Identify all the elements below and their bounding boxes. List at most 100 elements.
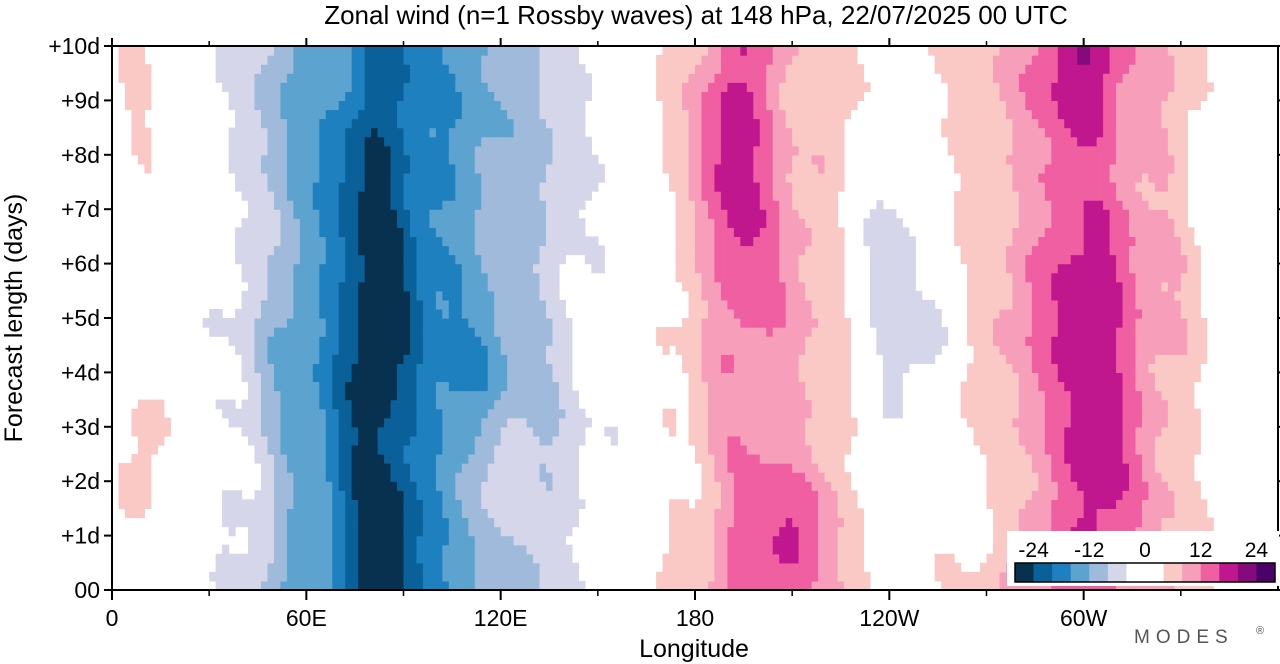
- field-cell: [494, 435, 502, 446]
- field-cell: [487, 381, 495, 392]
- field-cell: [1135, 318, 1143, 328]
- field-cell: [1018, 399, 1026, 410]
- field-cell: [513, 544, 521, 555]
- field-cell: [818, 336, 826, 346]
- field-cell: [325, 535, 333, 546]
- field-cell: [409, 417, 418, 428]
- field-cell: [422, 426, 431, 437]
- field-cell: [928, 336, 936, 346]
- field-cell: [435, 308, 443, 319]
- field-cell: [384, 363, 392, 373]
- field-cell: [461, 562, 469, 573]
- field-cell: [293, 544, 301, 555]
- field-cell: [565, 327, 573, 337]
- field-cell: [1064, 263, 1072, 274]
- field-cell: [902, 363, 910, 373]
- field-cell: [714, 499, 722, 509]
- field-cell: [358, 209, 366, 219]
- field-cell: [1096, 245, 1104, 256]
- field-cell: [785, 354, 793, 364]
- field-cell: [1031, 290, 1039, 301]
- field-cell: [1044, 354, 1052, 364]
- field-cell: [707, 336, 716, 346]
- field-cell: [1031, 281, 1039, 292]
- field-cell: [1012, 481, 1020, 491]
- field-cell: [273, 580, 282, 591]
- field-cell: [293, 381, 301, 392]
- field-cell: [494, 580, 502, 591]
- field-cell: [487, 544, 495, 555]
- field-cell: [714, 308, 722, 319]
- field-cell: [429, 399, 437, 410]
- field-cell: [546, 490, 554, 500]
- field-cell: [766, 381, 774, 392]
- field-cell: [384, 499, 392, 509]
- field-cell: [319, 263, 327, 274]
- field-cell: [811, 281, 819, 292]
- field-cell: [312, 499, 320, 509]
- field-cell: [1005, 472, 1014, 482]
- field-cell: [299, 481, 307, 491]
- field-cell: [481, 444, 489, 455]
- field-cell: [1077, 318, 1085, 328]
- field-cell: [539, 336, 547, 346]
- field-cell: [798, 526, 806, 537]
- field-cell: [461, 553, 469, 564]
- field-cell: [312, 354, 320, 364]
- field-cell: [377, 372, 385, 383]
- field-cell: [759, 562, 767, 573]
- field-cell: [448, 390, 456, 401]
- field-cell: [338, 435, 346, 446]
- field-cell: [500, 526, 508, 537]
- field-cell: [779, 363, 787, 373]
- field-cell: [934, 562, 942, 573]
- field-cell: [124, 499, 133, 509]
- field-cell: [280, 372, 288, 383]
- field-cell: [371, 580, 379, 591]
- field-cell: [1038, 272, 1046, 283]
- field-cell: [1200, 354, 1208, 364]
- field-cell: [669, 544, 677, 555]
- field-cell: [526, 245, 534, 256]
- field-cell: [377, 435, 385, 446]
- field-cell: [1135, 245, 1143, 256]
- field-cell: [351, 463, 359, 473]
- field-cell: [500, 209, 508, 219]
- field-cell: [345, 417, 353, 428]
- field-cell: [351, 345, 359, 355]
- field-cell: [1018, 499, 1026, 509]
- field-cell: [1141, 218, 1150, 228]
- field-cell: [286, 299, 294, 310]
- field-cell: [546, 390, 554, 401]
- field-cell: [895, 318, 903, 328]
- field-cell: [416, 290, 424, 301]
- field-cell: [1038, 508, 1046, 519]
- field-cell: [442, 435, 450, 446]
- field-cell: [435, 327, 443, 337]
- field-cell: [500, 336, 508, 346]
- field-cell: [682, 318, 690, 328]
- field-cell: [280, 417, 288, 428]
- field-cell: [571, 454, 579, 464]
- field-cell: [351, 227, 359, 237]
- field-cell: [468, 472, 476, 482]
- field-cell: [720, 463, 728, 473]
- field-cell: [967, 263, 975, 274]
- field-cell: [779, 544, 787, 555]
- field-cell: [869, 218, 877, 228]
- field-cell: [546, 218, 554, 228]
- field-cell: [1096, 408, 1104, 419]
- field-cell: [131, 499, 139, 509]
- field-cell: [565, 318, 573, 328]
- field-cell: [856, 544, 865, 555]
- field-cell: [811, 508, 819, 519]
- field-cell: [397, 417, 405, 428]
- field-cell: [843, 336, 852, 346]
- field-cell: [319, 481, 327, 491]
- field-cell: [235, 417, 243, 428]
- field-cell: [507, 245, 515, 256]
- field-cell: [805, 426, 813, 437]
- field-cell: [1044, 281, 1052, 292]
- field-cell: [1025, 517, 1033, 528]
- field-cell: [1083, 381, 1091, 392]
